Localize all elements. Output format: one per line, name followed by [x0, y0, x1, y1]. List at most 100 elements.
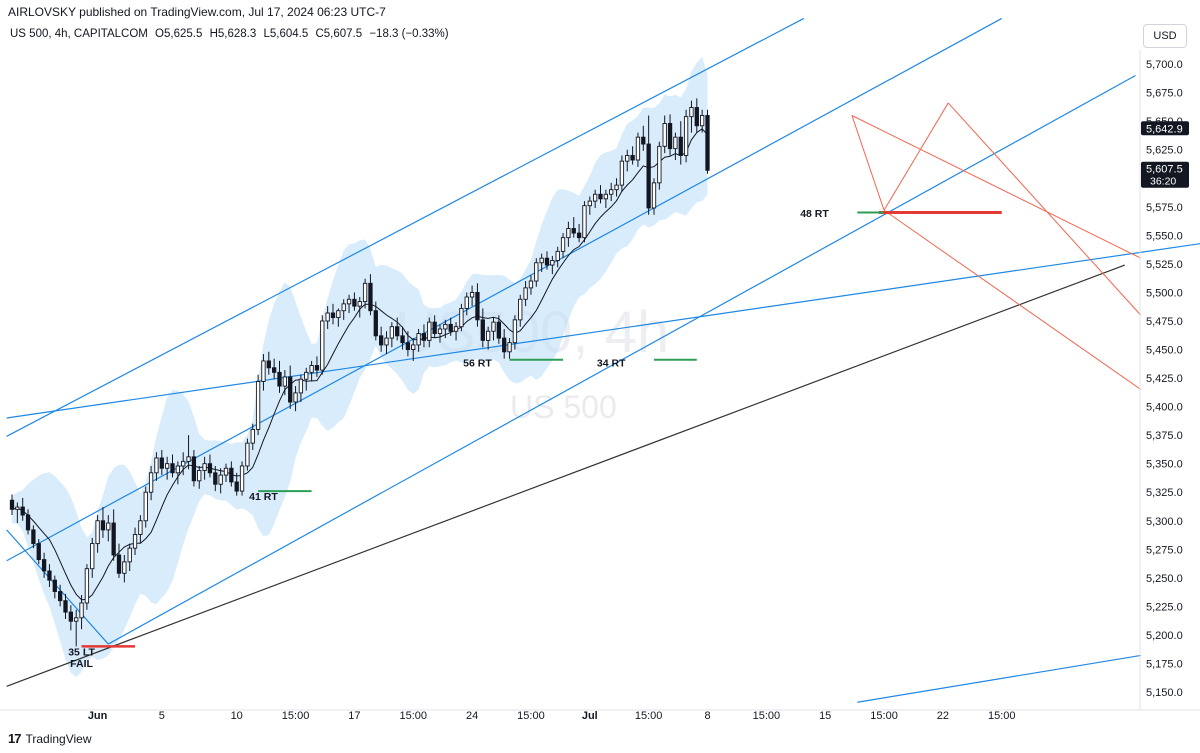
candle	[79, 594, 84, 630]
candle-body-down	[116, 554, 122, 574]
candle	[625, 149, 630, 172]
candle	[320, 315, 325, 375]
candle-body-up	[411, 344, 416, 350]
candle	[507, 338, 512, 359]
pitchfork-lower	[883, 209, 1142, 390]
candle	[700, 109, 705, 133]
candle	[384, 331, 389, 355]
candle	[405, 331, 411, 357]
candle-body-up	[186, 456, 191, 462]
time-tick-label: 5	[159, 710, 165, 722]
candle-body-up	[560, 237, 566, 252]
candle	[250, 423, 255, 450]
candle-body-up	[443, 323, 448, 330]
candle-body-up	[250, 428, 255, 444]
candle	[683, 109, 689, 163]
candle	[309, 360, 314, 382]
candle-body-up	[341, 303, 346, 312]
candle	[90, 537, 95, 578]
candle	[555, 246, 560, 268]
candle	[480, 308, 485, 348]
candle-body-up	[336, 310, 341, 319]
candle	[678, 121, 683, 165]
time-tick-label: 10	[231, 710, 243, 722]
currency-button[interactable]: USD	[1143, 24, 1187, 48]
candle-body-down	[421, 333, 427, 341]
candle-body-down	[288, 376, 293, 403]
candle-body-up	[389, 326, 394, 339]
candle-body-up	[566, 228, 571, 239]
candle	[68, 605, 74, 631]
candle	[518, 294, 523, 327]
price-tag: 5,642.9	[1141, 121, 1189, 136]
candle-body-up	[346, 298, 352, 305]
candle-body-down	[207, 463, 213, 474]
pitchfork-mid	[851, 115, 1142, 259]
annotation-label: 48 RT	[800, 208, 829, 220]
candle-body-up	[518, 298, 523, 321]
candle	[443, 319, 448, 339]
candle	[571, 217, 576, 238]
price-tag-countdown: 36:20	[1150, 176, 1176, 188]
candle	[74, 609, 79, 647]
candle	[277, 360, 282, 393]
legend-symbol[interactable]: US 500, 4h, CAPITALCOM	[10, 28, 148, 40]
candle	[58, 584, 63, 607]
candle-body-up	[625, 154, 630, 162]
candle-body-up	[523, 287, 528, 300]
legend-high: H5,628.3	[209, 28, 257, 40]
candle-body-down	[641, 136, 646, 145]
candle-body-up	[486, 330, 491, 341]
candle	[496, 315, 501, 344]
candle-body-up	[603, 193, 609, 200]
candle-body-up	[555, 250, 560, 261]
price-tag-bg	[1141, 121, 1189, 136]
candle-body-down	[9, 499, 15, 510]
candle-body-down	[368, 282, 373, 312]
watermark-small: US 500	[510, 389, 617, 425]
time-tick-label: 15:00	[282, 710, 310, 722]
candle	[325, 306, 330, 329]
candle-body-up	[550, 260, 555, 266]
candle-body-down	[272, 367, 277, 373]
candle-body-up	[384, 337, 389, 346]
price-tick-label: 5,700.0	[1146, 59, 1183, 71]
candle-body-up	[304, 371, 309, 380]
candle	[223, 463, 229, 482]
candle	[582, 201, 587, 243]
candle	[534, 258, 539, 287]
candle-body-up	[700, 115, 705, 127]
candle	[191, 449, 197, 487]
candle-body-down	[330, 312, 336, 319]
candle-body-up	[239, 465, 245, 492]
time-tick-label: 15:00	[399, 710, 427, 722]
symbol-legend: US 500, 4h, CAPITALCOM O5,625.5 H5,628.3…	[10, 28, 453, 40]
time-axis[interactable]: Jun 5 10 15:00 17 15:00 24 15:00 Jul 15:00 8 15:00 1…	[88, 710, 1016, 722]
candle-body-up	[245, 442, 250, 467]
candle	[619, 155, 625, 192]
candle-body-up	[673, 136, 678, 150]
price-tick-label: 5,400.0	[1146, 402, 1183, 414]
candle-body-up	[683, 116, 689, 156]
candle	[122, 555, 127, 583]
candle	[357, 297, 362, 318]
candle	[143, 486, 148, 528]
candle	[234, 472, 239, 496]
candle-body-down	[667, 123, 673, 150]
price-axis[interactable]: 5,150.0 5,175.0 5,200.0 5,225.0 5,250.0 5,275…	[0, 50, 1200, 711]
legend-close: C5,607.5	[315, 28, 363, 40]
candle	[36, 539, 41, 565]
candle	[475, 283, 480, 327]
candle	[47, 564, 52, 587]
candle	[411, 338, 416, 361]
candle-body-up	[218, 474, 223, 485]
candle	[486, 326, 491, 350]
candle	[635, 132, 641, 167]
candle-body-up	[164, 463, 170, 469]
candle-body-down	[432, 321, 437, 334]
time-tick-label: 17	[348, 710, 360, 722]
candle	[502, 328, 507, 359]
channel-lower	[108, 75, 1136, 645]
